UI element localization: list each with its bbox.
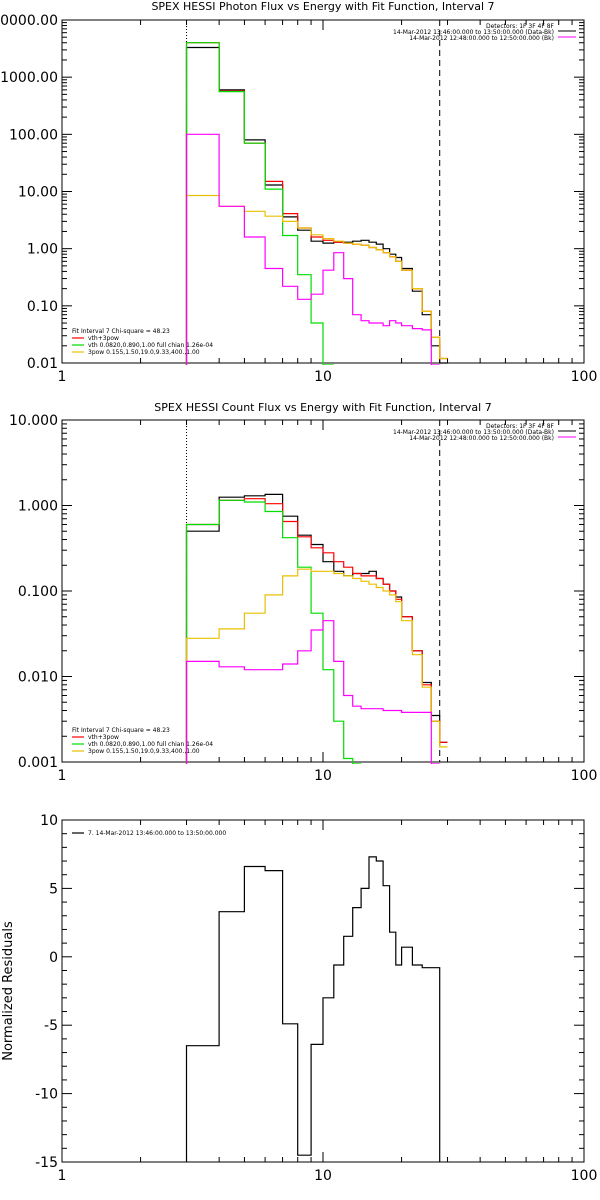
x-tick-label: 1 xyxy=(58,369,67,385)
y-tick-label: 1000.00 xyxy=(0,70,58,86)
y-tick-label: 5 xyxy=(49,881,58,897)
plot-frame xyxy=(61,19,585,364)
x-tick-label: 10 xyxy=(314,1168,332,1184)
residuals-panel: Normalized Residuals 1 10 100 -15 -10 -5 0 5 10 7.… xyxy=(1,813,597,1184)
y-tick-label: 10.000 xyxy=(9,413,58,429)
y-tick-label: 0.01 xyxy=(27,356,58,372)
x-tick-label: 1 xyxy=(58,1168,67,1184)
y-tick-label: 0.100 xyxy=(18,584,58,600)
series-thermal-line xyxy=(185,499,362,764)
legend-entry: 3pow 0.155,1.50,19.0,9.33,400.,1.00 xyxy=(88,748,200,755)
y-tick-label: 0.010 xyxy=(18,670,58,686)
y-tick-label: -5 xyxy=(44,1018,58,1034)
series-background-line xyxy=(185,133,440,365)
y-tick-label: -15 xyxy=(35,1155,58,1171)
series-powerlaw-line xyxy=(185,194,448,365)
y-tick-label: 10.00 xyxy=(18,185,58,201)
legend-entry: Fit Interval 7 Chi-square = 48.23 xyxy=(72,328,170,335)
x-tick-label: 100 xyxy=(571,768,598,784)
plot-area xyxy=(185,856,441,1162)
series-thermal-line xyxy=(185,42,334,365)
series-total-line xyxy=(185,856,441,1162)
chart-title: SPEX HESSI Count Flux vs Energy with Fit… xyxy=(154,401,491,414)
chart-title: SPEX HESSI Photon Flux vs Energy with Fi… xyxy=(151,0,494,13)
legend-entry: 7. 14-Mar-2012 13:46:00.000 to 13:50:00.… xyxy=(88,830,226,837)
y-tick-label: 0.10 xyxy=(27,299,58,315)
plot-frame xyxy=(61,419,585,763)
plot-area xyxy=(185,493,448,764)
info-line: Detectors: 1F 3F 4F 8F xyxy=(486,23,555,30)
info-line: 14-Mar-2012 13:46:00.000 to 13:50:00.000… xyxy=(393,429,554,436)
series-fit-line xyxy=(185,498,448,764)
info-line: 14-Mar-2012 12:48:00.000 to 12:50:00.000… xyxy=(409,35,554,42)
series-powerlaw-line xyxy=(185,568,448,764)
y-axis-label: Normalized Residuals xyxy=(1,921,16,1061)
legend-entry: vth 0.0820,0.890,1.00 full chian 1.26e-0… xyxy=(88,741,213,748)
x-tick-label: 100 xyxy=(571,1168,598,1184)
legend-entry: vth 0.0820,0.890,1.00 full chian 1.26e-0… xyxy=(88,342,213,349)
y-tick-label: 0.001 xyxy=(18,755,58,771)
plot-area xyxy=(185,42,448,365)
x-tick-label: 10 xyxy=(314,768,332,784)
y-tick-label: -10 xyxy=(35,1087,58,1103)
legend-entry: vth+3pow xyxy=(88,734,119,741)
x-tick-label: 10 xyxy=(314,369,332,385)
series-background-line xyxy=(185,620,440,764)
info-line: Detectors: 1F 3F 4F 8F xyxy=(486,423,555,430)
info-line: 14-Mar-2012 13:46:00.000 to 13:50:00.000… xyxy=(393,29,554,36)
x-tick-label: 1 xyxy=(58,768,67,784)
legend-entry: 3pow 0.155,1.50,19.0,9.33,400.,1.00 xyxy=(88,349,200,356)
y-tick-label: 1.000 xyxy=(18,499,58,515)
plot-frame xyxy=(61,819,585,1163)
y-tick-label: 1.00 xyxy=(27,242,58,258)
y-tick-label: 10000.00 xyxy=(0,13,58,29)
legend-entry: Fit Interval 7 Chi-square = 48.23 xyxy=(72,727,170,734)
y-tick-label: 10 xyxy=(40,813,58,829)
info-line: 14-Mar-2012 12:48:00.000 to 12:50:00.000… xyxy=(409,435,554,442)
photon-flux-panel: SPEX HESSI Photon Flux vs Energy with Fi… xyxy=(0,0,597,385)
legend-entry: vth+3pow xyxy=(88,335,119,342)
y-tick-label: 100.00 xyxy=(9,127,58,143)
count-flux-panel: SPEX HESSI Count Flux vs Energy with Fit… xyxy=(9,401,597,784)
x-tick-label: 100 xyxy=(571,369,598,385)
y-tick-label: 0 xyxy=(49,950,58,966)
